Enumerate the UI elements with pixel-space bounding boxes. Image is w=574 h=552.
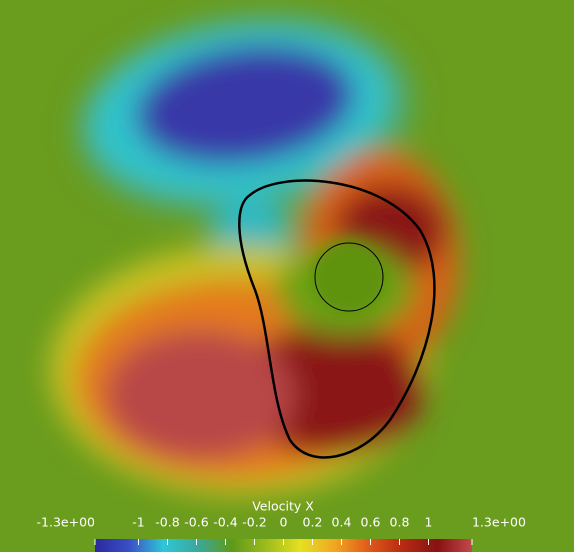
tick-label: -0.8	[155, 515, 179, 530]
obstacle-circle	[314, 242, 384, 312]
colorbar	[95, 539, 472, 552]
tick-label: 1	[425, 515, 433, 530]
tick-label: -0.2	[242, 515, 266, 530]
tick-label: 0.2	[303, 515, 323, 530]
tick-label: 0.4	[332, 515, 352, 530]
boundary-curve	[238, 179, 436, 459]
colorbar-title: Velocity X	[252, 499, 314, 514]
tick-label: 0.6	[361, 515, 381, 530]
tick-label: -1.3e+00	[37, 515, 96, 530]
tick-label: -1	[132, 515, 144, 530]
tick-label: -0.4	[213, 515, 237, 530]
tick-label: -0.6	[184, 515, 208, 530]
tick-label: 1.3e+00	[472, 515, 526, 530]
inner-region	[313, 241, 385, 313]
tick-label: 0	[280, 515, 288, 530]
tick-label: 0.8	[390, 515, 410, 530]
